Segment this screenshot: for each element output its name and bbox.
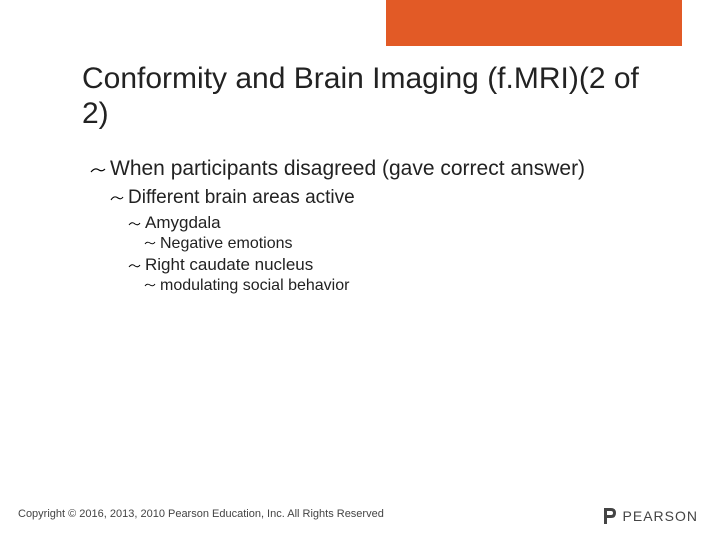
bullet-level1: When participants disagreed (gave correc…: [90, 157, 670, 181]
bullet-level3: Amygdala: [128, 213, 670, 233]
bullet-level4: Negative emotions: [144, 235, 670, 253]
slide: Conformity and Brain Imaging (f.MRI)(2 o…: [0, 0, 720, 540]
bullet-level4: modulating social behavior: [144, 277, 670, 295]
content-area: Conformity and Brain Imaging (f.MRI)(2 o…: [82, 62, 670, 297]
pearson-logo-text: PEARSON: [623, 508, 698, 524]
bullet-level3: Right caudate nucleus: [128, 255, 670, 275]
copyright-footer: Copyright © 2016, 2013, 2010 Pearson Edu…: [18, 508, 384, 520]
pearson-p-icon: [601, 506, 619, 526]
accent-box: [386, 0, 682, 46]
pearson-logo: PEARSON: [601, 506, 698, 526]
bullet-level2: Different brain areas active: [110, 187, 670, 209]
slide-title: Conformity and Brain Imaging (f.MRI)(2 o…: [82, 62, 670, 131]
